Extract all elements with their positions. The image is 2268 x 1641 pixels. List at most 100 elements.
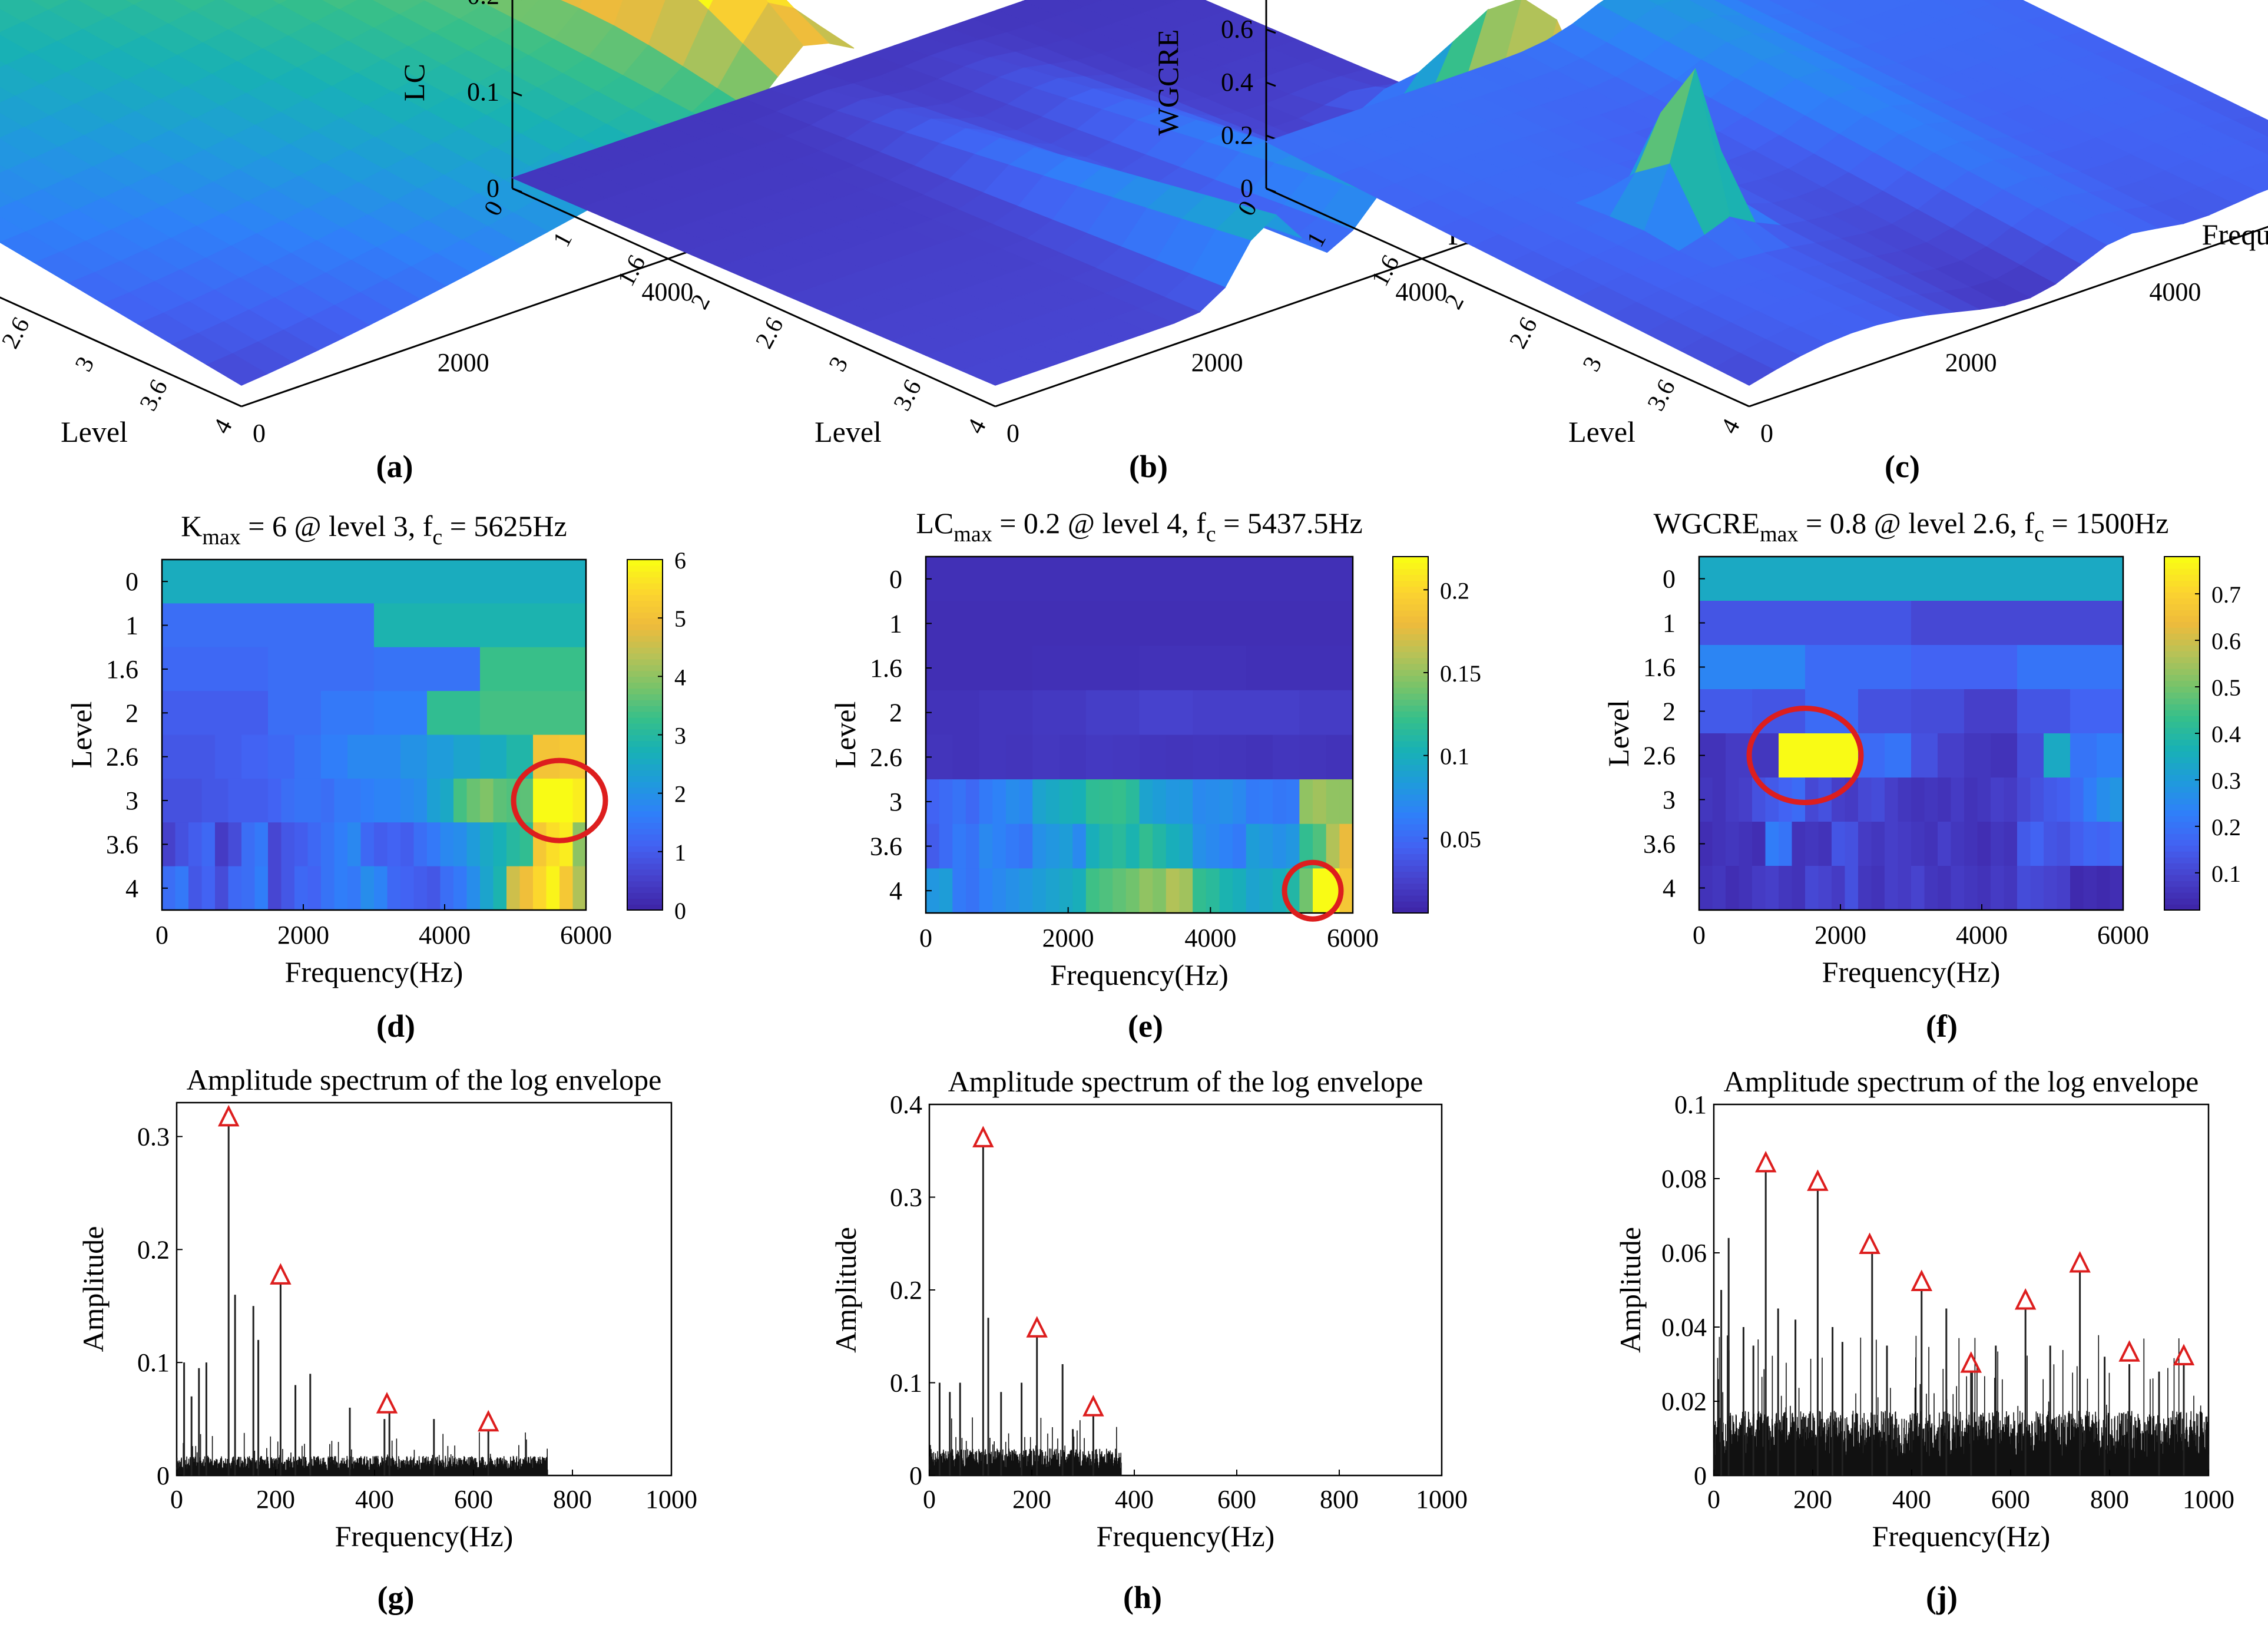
- heatmap-cell: [1911, 601, 2124, 646]
- frequency-tick-label: 4000: [641, 277, 693, 306]
- colorbar-segment: [1393, 693, 1428, 700]
- heatmap-cell: [1699, 557, 2124, 601]
- x-tick-label: 400: [355, 1485, 394, 1514]
- colorbar-segment: [2164, 739, 2200, 746]
- colorbar-segment: [1393, 818, 1428, 825]
- colorbar-segment: [627, 618, 663, 624]
- heatmap-cell: [1924, 866, 1938, 911]
- heatmap-cell: [453, 822, 468, 867]
- level-tick-label: 3: [889, 788, 902, 816]
- z-tick-label: 0.2: [1221, 121, 1253, 150]
- heatmap-cell: [162, 778, 176, 823]
- y-tick-label: 0.3: [890, 1183, 922, 1212]
- colorbar-segment: [1393, 628, 1428, 634]
- colorbar-segment: [627, 624, 663, 630]
- level-axis-label: Level: [1568, 415, 1635, 448]
- title-part: LC: [916, 507, 953, 540]
- colorbar-segment: [627, 822, 663, 829]
- colorbar-segment: [1393, 883, 1428, 890]
- heatmap-cell: [1339, 823, 1353, 869]
- heatmap-cell: [321, 866, 335, 911]
- heatmap-cell: [1166, 868, 1180, 914]
- heatmap-cell: [1206, 779, 1220, 825]
- colorbar-segment: [627, 799, 663, 806]
- colorbar-segment: [1393, 823, 1428, 831]
- colorbar-segment: [2164, 663, 2200, 669]
- colorbar-segment: [2164, 639, 2200, 646]
- colorbar-segment: [1393, 681, 1428, 688]
- surface-patch: [1646, 0, 1677, 6]
- z-tick: [1266, 187, 1276, 193]
- heatmap-cell: [1699, 645, 1806, 690]
- heatmap-cell: [533, 735, 560, 779]
- heatmap-cell: [1219, 735, 1247, 780]
- heatmap-cell: [440, 866, 454, 911]
- colorbar-segment: [1393, 859, 1428, 866]
- y-tick-label: 0.1: [890, 1369, 922, 1398]
- title-part: = 0.2 @ level 4, f: [992, 507, 1206, 540]
- frequency-axis-line: [1749, 226, 2268, 408]
- heatmap-cell: [387, 778, 401, 823]
- heatmap-cell: [1885, 866, 1899, 911]
- x-tick-label: 4000: [1956, 921, 2008, 949]
- x-tick-label: 600: [1991, 1485, 2030, 1514]
- colorbar-segment: [1393, 723, 1428, 730]
- heatmap-cell: [1924, 822, 1938, 866]
- colorbar-segment: [627, 705, 663, 712]
- colorbar-segment: [627, 764, 663, 770]
- colorbar-segment: [627, 869, 663, 876]
- panel-label: (h): [1123, 1580, 1162, 1615]
- surface-patch: [124, 0, 145, 6]
- heatmap-cell: [939, 868, 953, 914]
- x-tick-label: 0: [919, 924, 932, 952]
- heatmap-cell: [1792, 866, 1806, 911]
- title-part: c: [1206, 522, 1216, 547]
- heatmap-cell: [926, 690, 980, 736]
- heatmap-cell: [979, 735, 1006, 780]
- colorbar-segment: [2164, 822, 2200, 828]
- heatmap-cell: [979, 868, 993, 914]
- colorbar-segment: [627, 588, 663, 595]
- y-axis-label: Amplitude: [1614, 1227, 1647, 1353]
- heatmap-cell: [281, 866, 295, 911]
- heatmap-cell: [1951, 778, 1965, 822]
- heatmap-cell: [1246, 690, 1300, 736]
- colorbar-segment: [2164, 833, 2200, 840]
- heatmap-cell: [321, 778, 335, 823]
- level-tick-label: 2: [1440, 290, 1469, 313]
- heatmap-cell: [2110, 866, 2124, 911]
- x-tick-label: 600: [1217, 1485, 1256, 1514]
- heatmap-cell: [1911, 822, 1925, 866]
- heatmap-cell: [374, 647, 481, 692]
- x-tick-label: 400: [1115, 1485, 1154, 1514]
- heatmap-cell: [1193, 868, 1207, 914]
- heatmap-cell: [1273, 868, 1287, 914]
- heatmap-cell: [546, 778, 560, 823]
- heatmap-cell: [374, 866, 388, 911]
- x-axis-label: Frequency(Hz): [335, 1520, 514, 1553]
- colorbar-segment: [2164, 857, 2200, 863]
- level-tick-label: 3.6: [889, 375, 927, 415]
- heatmap-cell: [2083, 866, 2097, 911]
- heatmap-cell: [1085, 690, 1140, 736]
- colorbar-segment: [627, 840, 663, 846]
- heatmap-cell: [992, 823, 1006, 869]
- heatmap-cell: [427, 691, 481, 736]
- heatmap-cell: [1206, 823, 1220, 869]
- colorbar-segment: [627, 793, 663, 800]
- panel-label: (c): [1885, 449, 1920, 484]
- heatmap-cell: [952, 823, 966, 869]
- level-tick-label: 0: [889, 565, 902, 594]
- x-tick-label: 0: [923, 1485, 936, 1514]
- level-tick-label: 4: [1663, 874, 1676, 903]
- level-tick-label: 1: [125, 611, 138, 640]
- colorbar-segment: [1393, 794, 1428, 801]
- heatmap-cell: [1193, 823, 1207, 869]
- heatmap-cell: [387, 822, 401, 867]
- heatmap-cell: [1792, 822, 1806, 866]
- heatmap-cell: [1765, 866, 1779, 911]
- level-tick-label: 2: [889, 699, 902, 727]
- x-tick-label: 1000: [645, 1485, 697, 1514]
- plot-frame: [1713, 1103, 2210, 1477]
- colorbar-segment: [2164, 881, 2200, 887]
